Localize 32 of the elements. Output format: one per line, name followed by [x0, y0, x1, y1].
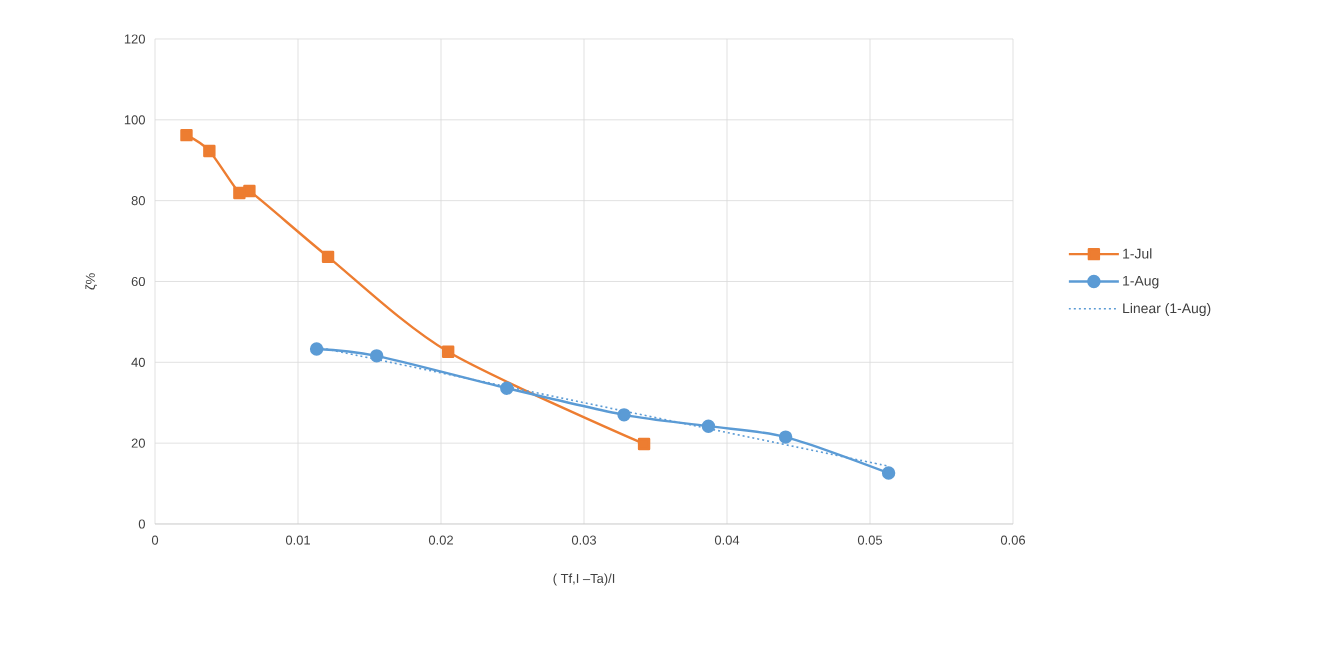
y-axis-title: ζ%: [85, 273, 98, 290]
y-tick-label: 0: [138, 519, 145, 529]
x-tick-label: 0.01: [285, 535, 310, 545]
point: [321, 250, 335, 264]
point: [309, 342, 324, 356]
point: [180, 128, 193, 142]
point: [243, 184, 256, 198]
point: [637, 437, 651, 451]
y-tick-label: 60: [131, 276, 145, 287]
x-tick-label: 0.06: [1000, 535, 1026, 545]
legend-label: 1-Jul: [1123, 248, 1152, 259]
legend-label: Linear (1-Aug): [1123, 303, 1211, 317]
x-tick-label: 0: [151, 535, 159, 545]
point: [441, 345, 455, 359]
point: [500, 381, 514, 395]
point: [701, 419, 716, 433]
y-tick-label: 120: [124, 34, 145, 44]
x-tick-label: 0.02: [428, 535, 453, 545]
point: [778, 430, 793, 444]
point: [617, 408, 631, 422]
x-tick-label: 0.05: [857, 535, 883, 545]
y-tick-label: 100: [124, 115, 145, 125]
point: [369, 349, 384, 363]
x-tick-label: 0.04: [714, 535, 740, 545]
x-axis-title: ( Tf,I –Ta)/I: [553, 573, 615, 586]
point: [881, 466, 896, 480]
x-tick-label: 0.03: [571, 535, 597, 545]
y-tick-label: 40: [131, 357, 145, 367]
point: [203, 144, 216, 158]
y-tick-label: 80: [131, 196, 145, 206]
legend-label: 1-Aug: [1123, 275, 1159, 289]
y-tick-label: 20: [131, 438, 145, 448]
